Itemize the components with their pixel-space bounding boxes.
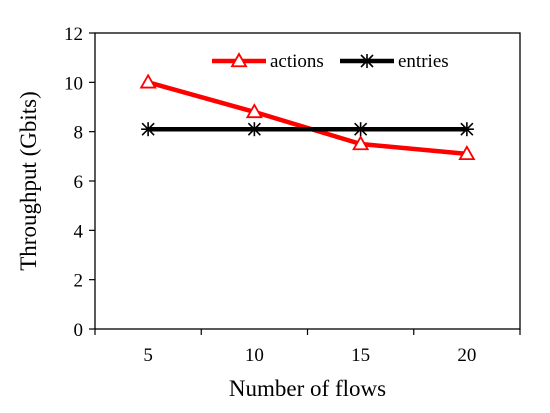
x-tick-label: 20 [457, 345, 476, 366]
series-entries [141, 122, 474, 137]
y-tick-label: 0 [74, 320, 84, 341]
data-point-entries-20 [459, 122, 474, 137]
y-tick-label: 4 [74, 221, 84, 242]
legend-marker-entries [360, 54, 374, 68]
y-tick-label: 2 [74, 271, 84, 292]
x-axis-title: Number of flows [229, 376, 386, 401]
data-point-actions-5 [139, 73, 157, 89]
x-tick-label: 15 [351, 345, 370, 366]
data-point-entries-5 [141, 122, 156, 137]
legend-item-actions: actions [212, 51, 324, 72]
y-tick-label: 12 [64, 24, 83, 45]
y-tick-label: 10 [64, 73, 83, 94]
axes [94, 32, 521, 330]
y-axis-ticks: 0 2 4 6 8 10 12 [64, 24, 95, 341]
data-point-entries-10 [247, 122, 262, 137]
legend: actions entries [212, 51, 449, 72]
series-line-actions [147, 80, 468, 157]
y-tick-label: 6 [74, 172, 84, 193]
legend-label-actions: actions [270, 51, 324, 72]
x-axis-ticks: 5 10 15 20 [94, 329, 521, 366]
y-axis-title: Throughput (Gbits) [16, 91, 41, 271]
x-tick-label: 5 [143, 345, 153, 366]
legend-item-entries: entries [340, 51, 449, 72]
data-point-actions-10 [245, 103, 263, 119]
y-tick-label: 8 [74, 123, 84, 144]
data-point-actions-15 [352, 135, 370, 151]
series-layer [139, 73, 476, 161]
legend-marker-actions [230, 52, 248, 68]
series-actions [139, 73, 476, 161]
data-point-entries-15 [353, 122, 368, 137]
legend-label-entries: entries [398, 51, 449, 72]
x-tick-label: 10 [245, 345, 264, 366]
plot-frame [94, 32, 521, 330]
data-point-actions-20 [458, 145, 476, 161]
